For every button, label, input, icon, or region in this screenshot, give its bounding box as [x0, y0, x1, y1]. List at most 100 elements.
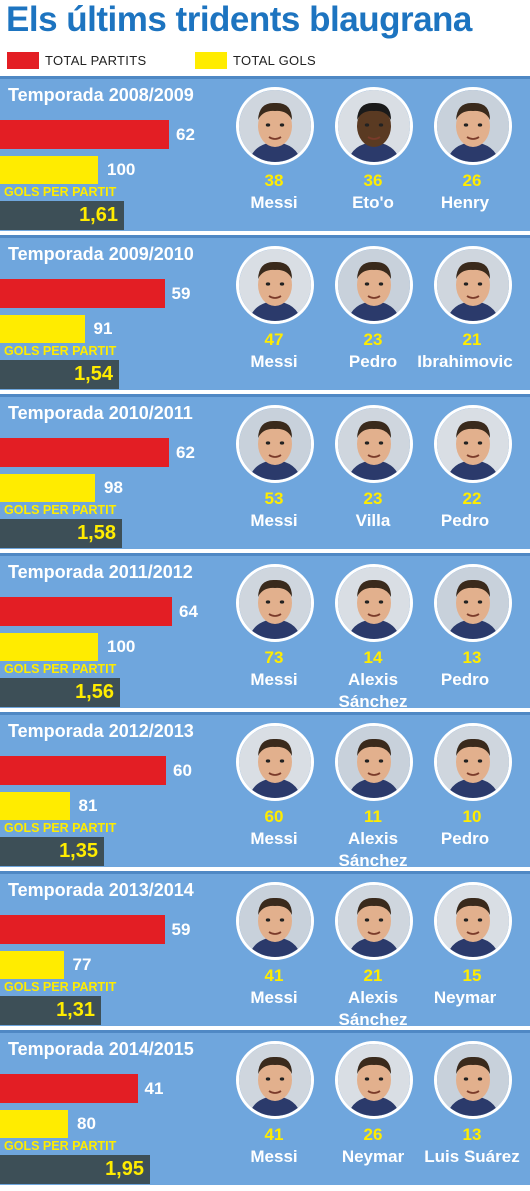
bar-value-partits: 59	[171, 284, 191, 303]
bar-total-gols	[0, 474, 95, 502]
player-name: Messi	[250, 829, 298, 848]
player-photo	[236, 1041, 314, 1119]
player-goals: 23	[363, 489, 383, 508]
bar-total-partits	[0, 756, 166, 785]
player-goals: 36	[363, 171, 383, 190]
player-photo	[236, 87, 314, 165]
bar-total-partits	[0, 915, 165, 944]
player-name: Alexis Sánchez	[338, 670, 408, 711]
bar-value-partits: 62	[176, 125, 195, 144]
chart-title: Els últims tridents blaugrana	[6, 0, 472, 39]
player-goals: 41	[264, 966, 284, 985]
bar-total-gols	[0, 1110, 68, 1138]
player-name: Pedro	[348, 352, 398, 371]
season-title: Temporada 2008/2009	[8, 85, 194, 105]
bar-total-gols	[0, 315, 85, 343]
player-name: Messi	[250, 352, 298, 371]
bar-value-gols: 98	[104, 478, 123, 497]
bar-value-gols: 100	[107, 160, 136, 179]
gols-per-partit-value: 1,56	[0, 678, 120, 707]
player-photo	[434, 1041, 512, 1119]
player-photo	[335, 723, 413, 801]
player-photo	[434, 564, 512, 642]
bar-value-gols: 77	[72, 955, 92, 974]
bar-value-partits: 59	[171, 920, 191, 939]
player-photo	[335, 405, 413, 483]
bar-total-partits	[0, 438, 169, 467]
bar-value-gols: 81	[78, 796, 98, 815]
season-title: Temporada 2012/2013	[8, 721, 194, 741]
player-goals: 13	[462, 648, 482, 667]
player-photo	[434, 87, 512, 165]
season-title: Temporada 2014/2015	[8, 1039, 194, 1059]
season-panel: Temporada 2011/2012 64 100 GOLS PER PARTIT 1…	[0, 553, 530, 711]
player-goals: 23	[363, 330, 383, 349]
player-name: Messi	[250, 511, 298, 530]
bar-total-gols	[0, 951, 64, 979]
gols-per-partit-label: GOLS PER PARTIT	[4, 821, 117, 835]
player-photo	[335, 882, 413, 960]
legend-gols: TOTAL GOLS	[195, 50, 316, 70]
player-photo	[236, 564, 314, 642]
gols-per-partit-value: 1,35	[0, 837, 104, 866]
player-name: Messi	[250, 988, 298, 1007]
season-title: Temporada 2013/2014	[8, 880, 194, 900]
gols-per-partit-value: 1,58	[0, 519, 122, 548]
gols-per-partit-value: 1,31	[0, 996, 101, 1025]
season-title: Temporada 2010/2011	[8, 403, 193, 423]
season-panel: Temporada 2009/2010 59 91 GOLS PER PARTIT 1,…	[0, 235, 530, 390]
player-name: Neymar	[341, 1147, 405, 1166]
player-goals: 38	[264, 171, 284, 190]
player-name: Pedro	[440, 511, 490, 530]
legend-label: TOTAL GOLS	[233, 52, 316, 68]
bar-total-gols	[0, 792, 70, 820]
bar-total-partits	[0, 279, 165, 308]
player-name: Alexis Sánchez	[338, 829, 408, 870]
player-goals: 26	[363, 1125, 383, 1144]
player-name: Pedro	[440, 829, 490, 848]
gols-per-partit-label: GOLS PER PARTIT	[4, 1139, 117, 1153]
player-photo	[236, 882, 314, 960]
player-name: Messi	[250, 670, 298, 689]
gols-per-partit-label: GOLS PER PARTIT	[4, 185, 117, 199]
player-name: Neymar	[433, 988, 497, 1007]
gols-per-partit-value: 1,54	[0, 360, 119, 389]
player-name: Pedro	[440, 670, 490, 689]
gols-per-partit-value: 1,61	[0, 201, 124, 230]
player-photo	[434, 405, 512, 483]
season-panel: Temporada 2012/2013 60 81 GOLS PER PARTIT 1,…	[0, 712, 530, 870]
player-name: Henry	[440, 193, 490, 212]
gols-per-partit-label: GOLS PER PARTIT	[4, 503, 117, 517]
bar-total-gols	[0, 156, 98, 184]
player-name: Villa	[355, 511, 391, 530]
player-goals: 11	[364, 807, 382, 826]
season-panel: Temporada 2013/2014 59 77 GOLS PER PARTIT 1,…	[0, 871, 530, 1029]
player-goals: 22	[462, 489, 482, 508]
gols-per-partit-label: GOLS PER PARTIT	[4, 662, 117, 676]
player-photo	[236, 723, 314, 801]
player-goals: 41	[264, 1125, 284, 1144]
legend-label: TOTAL PARTITS	[45, 52, 147, 68]
bar-value-gols: 100	[107, 637, 136, 656]
legend-swatch-yellow	[195, 51, 227, 69]
player-photo	[335, 564, 413, 642]
player-name: Alexis Sánchez	[338, 988, 408, 1029]
bar-value-partits: 64	[179, 602, 198, 621]
bar-total-partits	[0, 120, 169, 149]
player-photo	[434, 882, 512, 960]
bar-total-partits	[0, 597, 172, 626]
player-goals: 14	[363, 648, 383, 667]
season-panel: Temporada 2014/2015 41 80 GOLS PER PARTIT 1,…	[0, 1030, 530, 1185]
bar-value-partits: 60	[173, 761, 192, 780]
player-goals: 10	[462, 807, 482, 826]
legend-swatch-red	[7, 51, 39, 69]
player-goals: 26	[462, 171, 482, 190]
season-panel: Temporada 2010/2011 62 98 GOLS PER PARTIT 1,…	[0, 394, 530, 549]
player-photo	[335, 87, 413, 165]
gols-per-partit-value: 1,95	[0, 1155, 150, 1184]
bar-total-partits	[0, 1074, 138, 1103]
player-photo	[236, 405, 314, 483]
player-goals: 53	[264, 489, 284, 508]
bar-value-partits: 41	[144, 1079, 164, 1098]
season-title: Temporada 2011/2012	[8, 562, 193, 582]
